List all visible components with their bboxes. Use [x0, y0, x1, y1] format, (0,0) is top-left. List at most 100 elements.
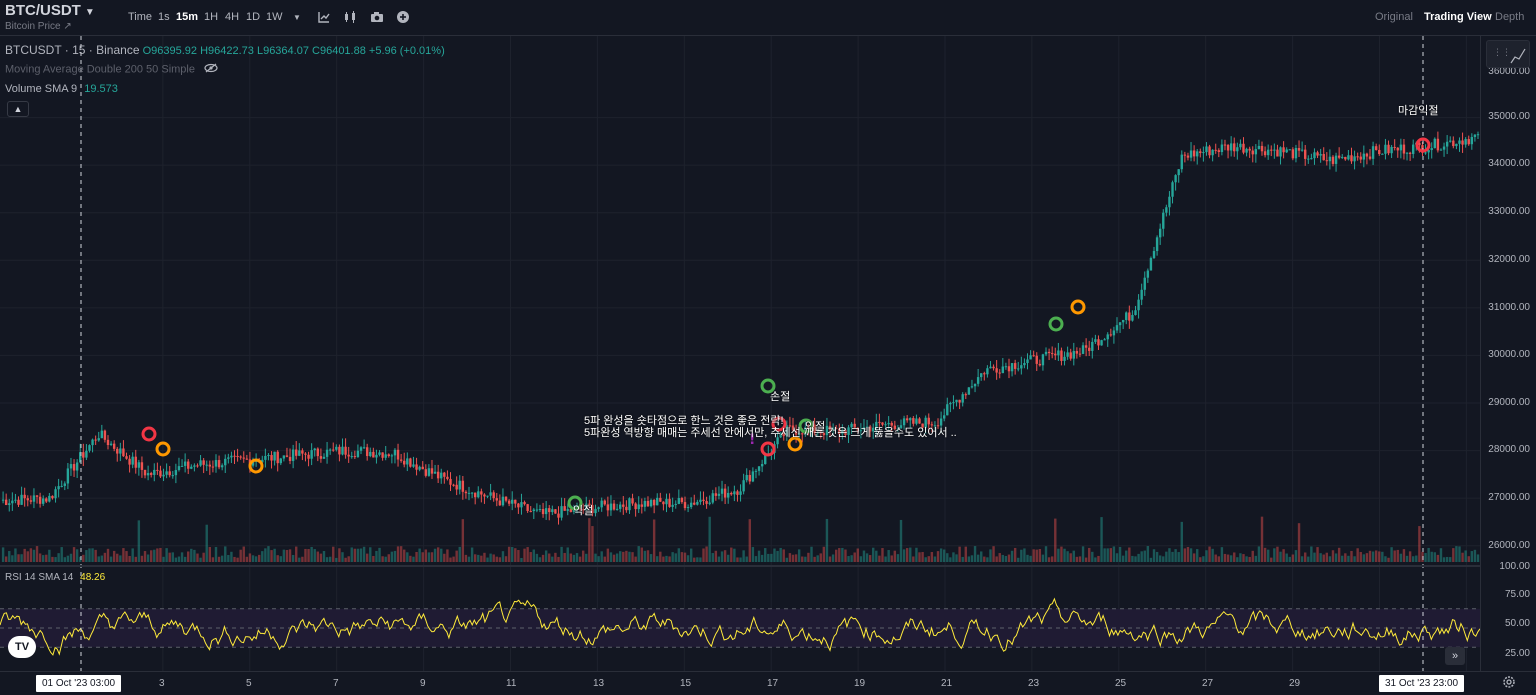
candle-body [1365, 153, 1369, 157]
candle-body [1134, 310, 1137, 316]
candle-body [1439, 149, 1443, 151]
eye-hidden-icon[interactable] [204, 63, 218, 76]
annotation-stop-loss[interactable]: 손절 [770, 391, 791, 403]
candle-body [1060, 350, 1063, 361]
candle-body [819, 432, 822, 434]
volume-bar [662, 556, 665, 562]
volume-bar [1374, 550, 1378, 562]
candle-body [41, 498, 45, 504]
candle-body [409, 458, 412, 467]
candle-body [1387, 144, 1390, 154]
candle-body [1066, 352, 1069, 357]
candle-body [742, 480, 745, 492]
volume-bar [233, 556, 236, 562]
candle-body [1001, 366, 1005, 374]
volume-bar [656, 556, 659, 562]
price-tick: 27000.00 [1488, 492, 1530, 503]
volume-bar [1047, 557, 1051, 562]
timeframe-1w[interactable]: 1W [266, 11, 283, 23]
annotation-take-profit-2[interactable]: 익절 [805, 421, 826, 433]
volume-bar [631, 552, 634, 562]
camera-icon[interactable] [369, 9, 385, 25]
volume-bar [483, 552, 486, 562]
volume-bar [433, 548, 437, 562]
price-chart[interactable]: ! [0, 36, 1480, 671]
candle-body [1248, 148, 1251, 151]
volume-bar [1223, 553, 1227, 562]
timeframe-15m[interactable]: 15m [176, 11, 199, 23]
volume-bar [554, 552, 557, 562]
tradingview-logo[interactable]: TV [8, 636, 36, 658]
candle-body [492, 492, 495, 499]
candle-body [1020, 365, 1023, 369]
volume-bar [285, 549, 289, 562]
candle-body [730, 492, 733, 495]
volume-bar [79, 556, 82, 562]
volume-bar [541, 554, 545, 562]
timeframe-more-icon[interactable]: ▼ [293, 13, 301, 22]
price-axis[interactable]: 36000.00 35000.00 34000.00 33000.00 3200… [1480, 36, 1536, 671]
volume-bar [822, 546, 826, 562]
volume-bar [273, 548, 276, 562]
symbol-subtitle[interactable]: Bitcoin Price ↗ [5, 21, 72, 32]
volume-bar [69, 553, 73, 562]
timeframe-1s[interactable]: 1s [158, 11, 170, 23]
volume-bar [88, 548, 91, 562]
volume-bar [264, 548, 267, 562]
view-depth[interactable]: Depth [1495, 11, 1525, 23]
volume-bar [983, 556, 986, 562]
volume-bar [912, 556, 915, 562]
candle-body [384, 454, 387, 458]
timeframe-1d[interactable]: 1D [246, 11, 261, 23]
volume-bar [492, 554, 495, 562]
candle-body [526, 504, 529, 512]
time-tick: 3 [159, 678, 165, 689]
volume-bar [341, 552, 344, 562]
volume-bar [810, 546, 813, 562]
view-original[interactable]: Original [1375, 11, 1413, 23]
collapse-legend-button[interactable]: ▲ [7, 101, 29, 117]
rsi-legend[interactable]: RSI 14 SMA 14 48.26 [5, 572, 105, 583]
volume-bar [4, 556, 8, 562]
volume-bar [443, 553, 446, 562]
pane-divider[interactable] [0, 565, 1536, 567]
timeframe-4h[interactable]: 4H [225, 11, 240, 23]
candle-body [1229, 143, 1233, 151]
symbol-selector[interactable]: BTC/USDT ▼ [5, 2, 95, 19]
mini-chart-button[interactable]: ⋮⋮ [1486, 40, 1530, 68]
annotation-note-2[interactable]: 5파완성 역방향 매매는 주세선 안에서만, 추세선 깨는 것은 크게 뚫을수도… [584, 427, 957, 439]
volume-bar [1304, 552, 1307, 562]
annotation-take-profit[interactable]: 익절 [573, 505, 594, 517]
volume-bar [1199, 557, 1202, 562]
volume-bar [686, 555, 690, 562]
indicators-icon[interactable] [316, 9, 332, 25]
time-axis[interactable]: 3 5 7 9 11 13 15 17 19 21 23 25 27 29 01… [0, 671, 1536, 695]
volume-bar [1461, 552, 1464, 562]
candle-body [1307, 158, 1310, 160]
candle-body [1084, 345, 1088, 348]
volume-bar [1233, 552, 1236, 562]
candle-body [1029, 355, 1032, 360]
candles-icon[interactable] [342, 9, 358, 25]
timeframe-1h[interactable]: 1H [204, 11, 219, 23]
annotation-closing-take-profit[interactable]: 마감익절 [1398, 105, 1439, 117]
volume-bar [708, 516, 711, 562]
volume-bar [60, 547, 63, 562]
volume-bar [452, 556, 455, 562]
volume-bar [100, 555, 104, 562]
candle-body [1054, 353, 1057, 356]
volume-bar [1081, 546, 1085, 562]
volume-legend[interactable]: Volume SMA 9 19.573 [5, 83, 118, 95]
candle-body [964, 394, 967, 396]
annotation-note-1[interactable]: 5파 완성을 숏타점으로 한느 것은 좋은 전략! [584, 415, 784, 427]
candle-body [365, 447, 369, 457]
add-icon[interactable] [395, 9, 411, 25]
scroll-to-latest-button[interactable]: » [1445, 647, 1465, 665]
volume-bar [973, 546, 977, 562]
volume-bar [270, 550, 273, 562]
volume-bar [902, 549, 906, 562]
ma-legend[interactable]: Moving Average Double 200 50 Simple [5, 63, 218, 76]
volume-bar [529, 552, 532, 562]
gear-icon[interactable] [1502, 675, 1516, 689]
view-trading-view[interactable]: Trading View [1424, 11, 1492, 23]
